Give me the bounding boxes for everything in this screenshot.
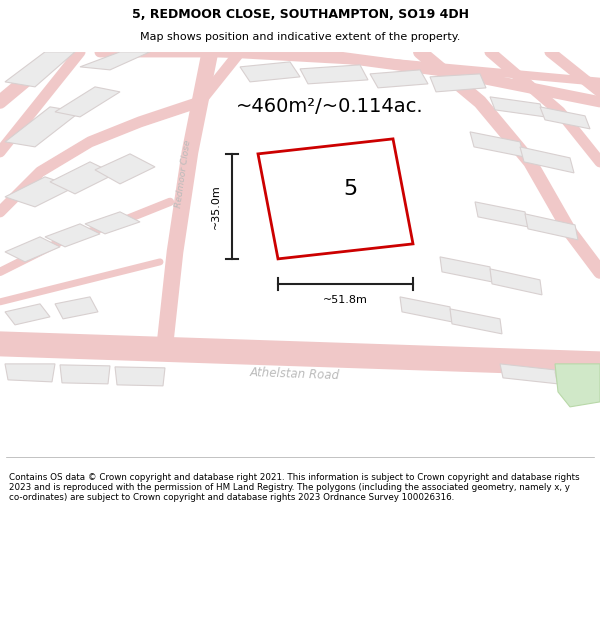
- Polygon shape: [525, 214, 578, 240]
- Polygon shape: [55, 297, 98, 319]
- Text: ~35.0m: ~35.0m: [211, 184, 221, 229]
- Polygon shape: [45, 224, 100, 247]
- Polygon shape: [475, 202, 528, 227]
- Polygon shape: [400, 297, 452, 322]
- Polygon shape: [258, 139, 413, 259]
- Text: Redmoor Close: Redmoor Close: [174, 139, 192, 208]
- Polygon shape: [540, 107, 590, 129]
- Polygon shape: [55, 87, 120, 117]
- Polygon shape: [555, 372, 600, 392]
- Polygon shape: [5, 304, 50, 325]
- Polygon shape: [370, 70, 428, 88]
- Polygon shape: [300, 65, 368, 84]
- Polygon shape: [5, 237, 60, 262]
- Polygon shape: [450, 309, 502, 334]
- Polygon shape: [95, 154, 155, 184]
- Polygon shape: [60, 365, 110, 384]
- Polygon shape: [555, 364, 600, 407]
- Polygon shape: [50, 162, 115, 194]
- Text: ~51.8m: ~51.8m: [323, 295, 368, 305]
- Polygon shape: [440, 257, 492, 282]
- Polygon shape: [470, 132, 524, 157]
- Polygon shape: [5, 52, 75, 87]
- Text: Contains OS data © Crown copyright and database right 2021. This information is : Contains OS data © Crown copyright and d…: [9, 472, 580, 502]
- Polygon shape: [500, 364, 558, 384]
- Polygon shape: [85, 212, 140, 234]
- Polygon shape: [5, 107, 80, 147]
- Polygon shape: [5, 177, 75, 207]
- Text: ~460m²/~0.114ac.: ~460m²/~0.114ac.: [236, 98, 424, 116]
- Polygon shape: [490, 97, 545, 117]
- Polygon shape: [430, 74, 486, 92]
- Text: Map shows position and indicative extent of the property.: Map shows position and indicative extent…: [140, 32, 460, 43]
- Text: 5, REDMOOR CLOSE, SOUTHAMPTON, SO19 4DH: 5, REDMOOR CLOSE, SOUTHAMPTON, SO19 4DH: [131, 8, 469, 21]
- Polygon shape: [490, 269, 542, 295]
- Text: Athelstan Road: Athelstan Road: [250, 366, 340, 382]
- Text: 5: 5: [343, 179, 358, 199]
- Polygon shape: [115, 367, 165, 386]
- Polygon shape: [80, 52, 150, 70]
- Polygon shape: [520, 147, 574, 173]
- Polygon shape: [5, 364, 55, 382]
- Polygon shape: [240, 62, 300, 82]
